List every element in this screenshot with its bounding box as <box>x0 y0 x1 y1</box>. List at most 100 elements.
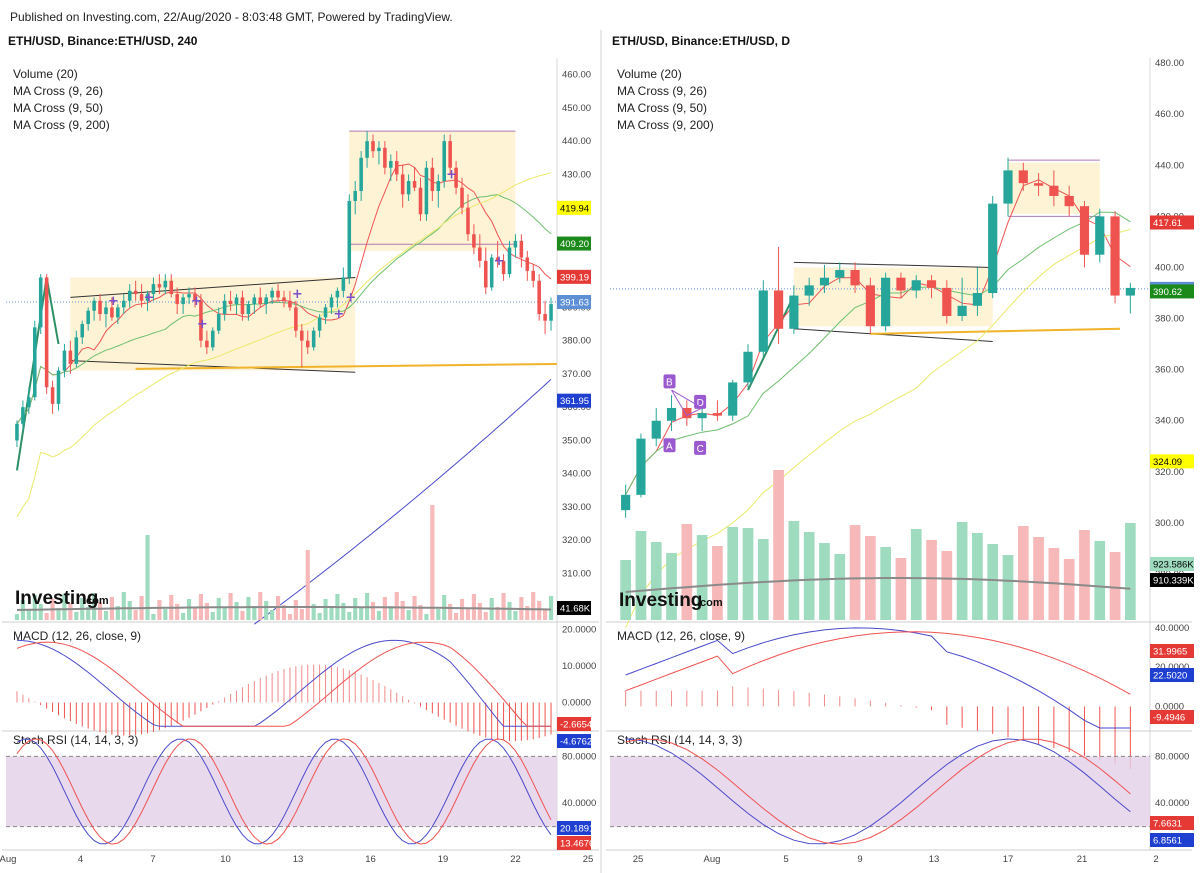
volume-bar <box>323 599 328 620</box>
candle-body <box>478 247 482 261</box>
volume-bar <box>727 527 739 620</box>
date-tick-label: 13 <box>293 854 304 865</box>
moving-average-200-line <box>254 379 552 625</box>
stoch-title: Stoch RSI (14, 14, 3, 3) <box>617 733 742 747</box>
volume-bar <box>299 609 304 620</box>
candle-body <box>819 277 830 286</box>
candle-body <box>394 161 399 175</box>
candle-body <box>926 280 937 288</box>
volume-bar <box>103 611 109 620</box>
volume-bar <box>258 592 263 620</box>
volume-bar <box>956 522 968 620</box>
macd-line <box>625 627 1131 729</box>
volume-bar <box>275 596 281 620</box>
pattern-label: C <box>697 444 704 455</box>
candle-body <box>252 297 257 305</box>
candle-body <box>317 317 322 331</box>
volume-bar <box>26 609 31 620</box>
candle-body <box>92 300 96 311</box>
volume-bar <box>696 535 708 620</box>
candle-body <box>758 290 768 352</box>
candle-body <box>335 290 340 298</box>
ma-cross-marker: + <box>446 167 457 182</box>
volume-bar <box>394 592 399 620</box>
price-badge: 390.62 <box>1153 287 1182 298</box>
volume-bar <box>1109 552 1121 620</box>
macd-title: MACD (12, 26, close, 9) <box>617 629 745 643</box>
candle-body <box>311 330 316 348</box>
price-tick-label: 430.00 <box>562 169 591 180</box>
candle-body <box>682 407 692 419</box>
volume-bar <box>910 529 922 620</box>
volume-bar <box>1017 526 1029 620</box>
volume-bar <box>406 610 411 620</box>
price-tick-label: 440.00 <box>1155 160 1184 171</box>
pattern-label: A <box>666 441 673 452</box>
volume-bar <box>376 611 382 620</box>
volume-bar <box>471 594 476 620</box>
candle-body <box>865 285 875 327</box>
candle-body <box>621 494 631 511</box>
candle-body <box>1110 216 1120 296</box>
volume-average-line <box>16 606 552 611</box>
volume-bar <box>181 613 186 620</box>
candle-body <box>240 297 245 315</box>
volume-bar <box>400 601 405 620</box>
channel-top-line <box>70 276 356 298</box>
volume-bar <box>347 612 352 620</box>
candle-body <box>383 147 387 168</box>
stoch-k-line <box>625 738 1131 845</box>
candle-body <box>1095 216 1105 255</box>
candle-body <box>199 300 203 341</box>
candle-body <box>32 327 37 398</box>
candle-body <box>537 280 541 315</box>
candle-body <box>205 340 209 348</box>
macd-tick-label: 0.0000 <box>562 698 591 709</box>
support-line <box>870 327 1121 335</box>
price-badge-bg <box>1150 454 1194 469</box>
volume-bar <box>359 607 364 620</box>
candle-body <box>329 297 334 308</box>
candle-body <box>1079 206 1090 255</box>
price-badge: 409.20 <box>560 239 589 250</box>
candle-body <box>175 294 179 305</box>
candle-body <box>62 350 67 371</box>
volume-bar <box>115 606 120 620</box>
volume-bar <box>495 607 500 620</box>
stoch-badge: 20.1891 <box>560 824 594 835</box>
stoch-badge-bg <box>557 821 591 835</box>
stoch-badge: 6.8561 <box>1153 836 1182 847</box>
volume-bar <box>880 547 891 620</box>
candle-body <box>181 297 185 305</box>
channel-bottom-line <box>793 328 993 343</box>
stoch-badge-bg <box>1150 833 1194 847</box>
candle-body <box>305 340 310 348</box>
price-tick-label: 340.00 <box>562 469 591 480</box>
stoch-badge: 13.4676 <box>560 839 594 850</box>
candle-body <box>1003 170 1013 204</box>
candle-body <box>264 297 268 305</box>
volume-bar <box>252 606 257 620</box>
volume-bar <box>127 601 132 620</box>
candle-body <box>258 297 263 305</box>
channel-bottom-line <box>70 360 356 373</box>
candle-body <box>133 290 138 295</box>
volume-bar <box>424 614 429 620</box>
indicator-label: MA Cross (9, 200) <box>617 118 714 132</box>
volume-bar <box>186 599 192 620</box>
left-chart-title: ETH/USD, Binance:ETH/USD, 240 <box>8 34 198 48</box>
volume-bar <box>317 613 322 620</box>
volume-bar <box>537 601 542 620</box>
macd-badge: 22.5020 <box>1153 671 1187 682</box>
date-tick-label: Aug <box>704 854 721 865</box>
candle-body <box>406 181 411 195</box>
stoch-title: Stoch RSI (14, 14, 3, 3) <box>13 733 138 747</box>
candle-body <box>151 284 156 295</box>
candle-body <box>513 240 518 248</box>
candle-body <box>472 234 476 248</box>
price-tick-label: 380.00 <box>562 336 591 347</box>
investing-logo-suffix: .com <box>83 595 109 607</box>
candle-body <box>44 277 49 388</box>
volume-bar <box>97 602 103 620</box>
pattern-label-box <box>663 374 676 389</box>
